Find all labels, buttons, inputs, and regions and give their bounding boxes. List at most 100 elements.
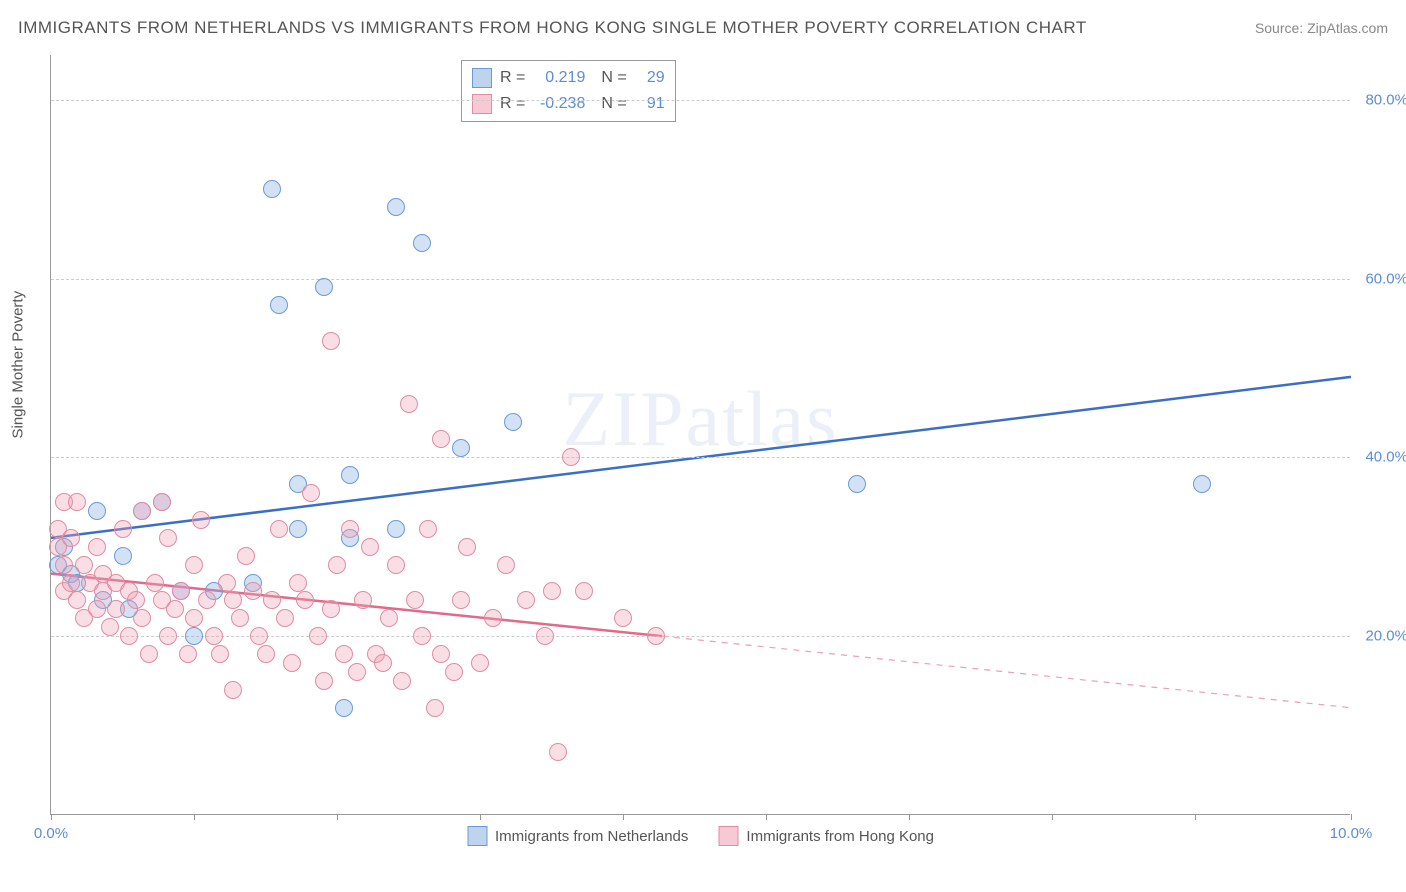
series-swatch [472, 68, 492, 88]
scatter-point [270, 520, 288, 538]
stat-value-n: 91 [635, 91, 665, 117]
scatter-point [179, 645, 197, 663]
scatter-point [198, 591, 216, 609]
scatter-point [153, 493, 171, 511]
scatter-point [387, 556, 405, 574]
series-swatch [472, 94, 492, 114]
x-tick-label: 10.0% [1330, 825, 1373, 842]
legend-bottom: Immigrants from Netherlands Immigrants fr… [467, 826, 934, 846]
scatter-point [185, 609, 203, 627]
scatter-point [614, 609, 632, 627]
scatter-point [218, 574, 236, 592]
scatter-point [335, 645, 353, 663]
scatter-point [452, 591, 470, 609]
scatter-point [302, 484, 320, 502]
x-tick [51, 814, 52, 820]
legend-swatch [718, 826, 738, 846]
x-tick-label: 0.0% [34, 825, 68, 842]
stats-row: R =0.219N =29 [472, 65, 665, 91]
scatter-point [270, 296, 288, 314]
scatter-point [471, 654, 489, 672]
scatter-point [166, 600, 184, 618]
scatter-point [575, 582, 593, 600]
scatter-point [341, 520, 359, 538]
stats-row: R =-0.238N =91 [472, 91, 665, 117]
scatter-point [263, 180, 281, 198]
scatter-point [107, 600, 125, 618]
scatter-point [68, 591, 86, 609]
scatter-point [504, 413, 522, 431]
scatter-point [146, 574, 164, 592]
stat-label-n: N = [601, 91, 626, 117]
scatter-point [88, 538, 106, 556]
scatter-point [426, 699, 444, 717]
scatter-point [231, 609, 249, 627]
scatter-point [133, 502, 151, 520]
scatter-point [497, 556, 515, 574]
scatter-point [263, 591, 281, 609]
stat-value-r: 0.219 [533, 65, 585, 91]
stat-value-n: 29 [635, 65, 665, 91]
scatter-point [335, 699, 353, 717]
scatter-point [101, 618, 119, 636]
legend-swatch [467, 826, 487, 846]
scatter-point [250, 627, 268, 645]
scatter-point [224, 591, 242, 609]
scatter-point [387, 520, 405, 538]
scatter-point [393, 672, 411, 690]
gridline [51, 100, 1350, 101]
gridline [51, 279, 1350, 280]
scatter-point [185, 627, 203, 645]
scatter-point [159, 627, 177, 645]
scatter-point [341, 466, 359, 484]
scatter-point [315, 672, 333, 690]
scatter-point [354, 591, 372, 609]
scatter-point [647, 627, 665, 645]
trend-lines-layer [51, 55, 1350, 814]
gridline [51, 457, 1350, 458]
scatter-point [322, 332, 340, 350]
scatter-point [88, 502, 106, 520]
scatter-point [185, 556, 203, 574]
scatter-point [283, 654, 301, 672]
stat-value-r: -0.238 [533, 91, 585, 117]
gridline [51, 636, 1350, 637]
scatter-point [55, 556, 73, 574]
scatter-point [452, 439, 470, 457]
scatter-point [517, 591, 535, 609]
scatter-point [159, 529, 177, 547]
scatter-point [127, 591, 145, 609]
scatter-point [348, 663, 366, 681]
legend-label: Immigrants from Netherlands [495, 828, 688, 845]
y-tick-label: 60.0% [1365, 270, 1406, 287]
scatter-point [289, 574, 307, 592]
scatter-point [562, 448, 580, 466]
x-tick [1195, 814, 1196, 820]
scatter-point [309, 627, 327, 645]
scatter-point [380, 609, 398, 627]
x-tick [909, 814, 910, 820]
scatter-point [413, 627, 431, 645]
scatter-point [419, 520, 437, 538]
x-tick [194, 814, 195, 820]
scatter-point [484, 609, 502, 627]
scatter-point [1193, 475, 1211, 493]
trend-line [662, 636, 1351, 708]
legend-item: Immigrants from Hong Kong [718, 826, 934, 846]
scatter-point [75, 556, 93, 574]
scatter-point [224, 681, 242, 699]
stat-label-r: R = [500, 65, 525, 91]
scatter-point [296, 591, 314, 609]
watermark-text: ZIPatlas [563, 374, 839, 464]
scatter-point [387, 198, 405, 216]
y-axis-label: Single Mother Poverty [10, 291, 27, 439]
scatter-point [62, 574, 80, 592]
plot-area: ZIPatlas R =0.219N =29R =-0.238N =91 Imm… [50, 55, 1350, 815]
scatter-point [205, 627, 223, 645]
scatter-point [114, 520, 132, 538]
scatter-point [120, 627, 138, 645]
scatter-point [549, 743, 567, 761]
x-tick [1351, 814, 1352, 820]
scatter-point [322, 600, 340, 618]
scatter-point [133, 609, 151, 627]
